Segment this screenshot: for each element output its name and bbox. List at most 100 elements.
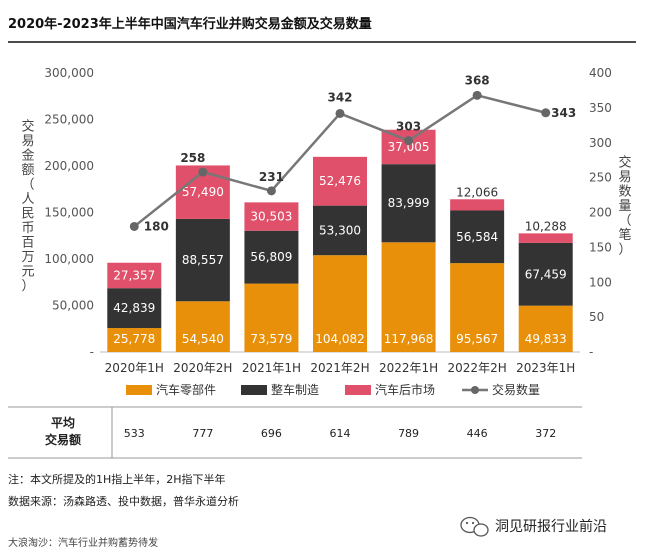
y-tick-label: 300,000 xyxy=(44,66,94,80)
legend-label: 整车制造 xyxy=(271,382,319,397)
bar-data-label: 42,839 xyxy=(113,301,155,315)
note-1: 注：本文所提及的1H指上半年，2H指下半年 xyxy=(8,472,226,486)
y-tick-label: 100,000 xyxy=(44,252,94,266)
bar-data-label: 117,968 xyxy=(384,332,434,346)
y2-tick-label: 300 xyxy=(589,136,612,150)
y-axis-title: 交易金额（人民币百万元） xyxy=(21,118,34,294)
count-point xyxy=(129,221,139,231)
bar-segment xyxy=(450,263,505,352)
count-point xyxy=(266,186,276,196)
wechat-icon xyxy=(460,516,489,537)
bar-segment xyxy=(381,129,436,165)
bar-data-label: 95,567 xyxy=(456,332,498,346)
bar-data-label: 37,005 xyxy=(388,140,430,154)
y2-tick-label: 150 xyxy=(589,240,612,254)
count-point-label: 343 xyxy=(551,106,576,120)
bar-segment xyxy=(518,242,573,306)
count-point-label: 342 xyxy=(327,90,352,104)
legend-label: 汽车零部件 xyxy=(156,382,216,397)
bar-data-label: 56,584 xyxy=(456,230,498,244)
y2-axis-title: 交易数量（笔） xyxy=(618,155,631,258)
avg-table-value: 777 xyxy=(192,427,213,440)
bar-series: 25,778 42,839 27,357 54,540 88,557 57,490 73,5… xyxy=(107,129,573,352)
avg-table-value: 533 xyxy=(124,427,145,440)
avg-table-title-2: 交易额 xyxy=(45,432,81,447)
y-tick-label: 150,000 xyxy=(44,206,94,220)
avg-table-title-1: 平均 xyxy=(51,415,75,430)
y2-tick-label: 250 xyxy=(589,171,612,185)
bar-data-label: 104,082 xyxy=(315,332,365,346)
x-tick-label: 2023年1H xyxy=(516,361,575,375)
avg-table-value: 789 xyxy=(398,427,419,440)
bar-segment xyxy=(381,242,436,352)
legend-swatch xyxy=(241,385,267,395)
note-2: 数据来源：汤森路透、投中数据，普华永道分析 xyxy=(8,494,239,508)
brand-name: 洞见研报行业前沿 xyxy=(495,518,607,535)
bar-segment xyxy=(313,205,367,256)
count-point xyxy=(541,108,551,118)
bar-data-label: 88,557 xyxy=(182,253,224,267)
avg-table-values: 533 777 696 614 789 446 372 xyxy=(124,427,556,440)
legend-label: 汽车后市场 xyxy=(375,382,435,397)
y2-tick-label: 350 xyxy=(589,101,612,115)
y2-tick-label: - xyxy=(589,345,593,359)
count-point-label: 368 xyxy=(465,73,490,87)
bar-data-label: 83,999 xyxy=(388,196,430,210)
bar-data-label: 27,357 xyxy=(113,268,155,282)
axis-ticks: - 50,000 100,000 150,000 200,000 250,000 300,0… xyxy=(44,66,612,359)
y-tick-label: 50,000 xyxy=(52,299,94,313)
bar-data-label: 67,459 xyxy=(525,267,567,281)
y2-tick-label: 200 xyxy=(589,206,612,220)
count-point xyxy=(404,136,414,146)
y2-tick-label: 400 xyxy=(589,66,612,80)
bar-data-label: 52,476 xyxy=(319,174,361,188)
count-point-label: 258 xyxy=(180,151,205,165)
avg-table-value: 372 xyxy=(535,427,556,440)
count-point-label: 303 xyxy=(396,120,421,134)
bar-data-label: 12,066 xyxy=(456,185,498,199)
legend-label: 交易数量 xyxy=(492,382,540,397)
bar-segment xyxy=(107,328,162,352)
bar-segment xyxy=(450,199,505,211)
bar-data-label: 53,300 xyxy=(319,223,361,237)
legend-swatch-marker xyxy=(471,386,479,394)
line-series: 180 258 231 342 303 368 343 xyxy=(129,73,576,233)
count-point-label: 180 xyxy=(144,219,169,233)
bar-data-label: 30,503 xyxy=(250,210,292,224)
bar-segment xyxy=(244,202,299,231)
avg-table: 平均 交易额 533 777 696 614 789 446 372 xyxy=(8,406,582,459)
bar-segment xyxy=(107,262,162,289)
bar-segment xyxy=(175,218,230,302)
count-point xyxy=(335,108,345,118)
avg-table-value: 614 xyxy=(330,427,351,440)
bar-segment xyxy=(313,255,367,352)
bar-segment xyxy=(518,233,573,243)
bar-segment xyxy=(244,283,299,352)
avg-table-value: 446 xyxy=(467,427,488,440)
y-tick-label: 250,000 xyxy=(44,113,94,127)
x-tick-label: 2021年2H xyxy=(310,361,369,375)
bar-segment xyxy=(450,210,505,264)
brand-mark: 洞见研报行业前沿 xyxy=(460,516,607,537)
legend-swatch xyxy=(345,385,371,395)
bar-data-label: 57,490 xyxy=(182,185,224,199)
legend-swatch xyxy=(126,385,152,395)
chart-title: 2020年-2023年上半年中国汽车行业并购交易金额及交易数量 xyxy=(8,16,372,32)
x-tick-label: 2020年2H xyxy=(173,361,232,375)
bar-segment xyxy=(107,288,162,329)
bar-data-label: 25,778 xyxy=(113,332,155,346)
bar-data-label: 73,579 xyxy=(250,332,292,346)
y2-tick-label: 100 xyxy=(589,275,612,289)
x-tick-label: 2020年1H xyxy=(105,361,164,375)
x-tick-label: 2022年1H xyxy=(379,361,438,375)
y2-tick-label: 50 xyxy=(589,310,604,324)
axis-title-right-text: 交易数量（笔） xyxy=(618,155,631,258)
y-tick-label: 200,000 xyxy=(44,159,94,173)
bar-data-label: 49,833 xyxy=(525,332,567,346)
bar-data-label: 54,540 xyxy=(182,332,224,346)
category-labels: 2020年1H 2020年2H 2021年1H 2021年2H 2022年1H 2022年… xyxy=(105,361,576,375)
count-point-label: 231 xyxy=(259,170,284,184)
avg-table-value: 696 xyxy=(261,427,282,440)
